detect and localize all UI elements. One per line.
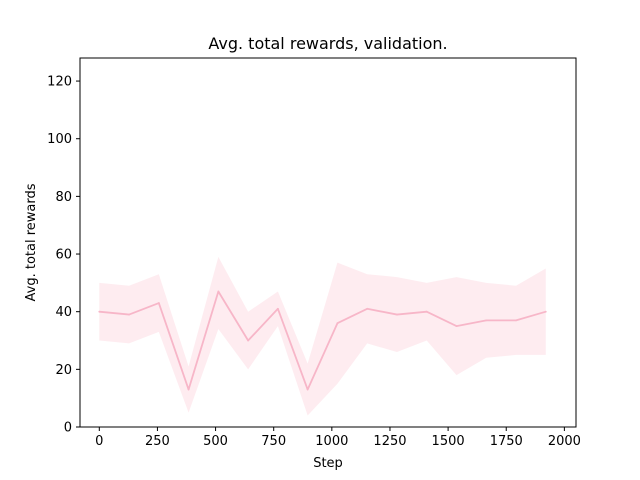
data-point: [544, 310, 547, 313]
y-tick-label: 80: [55, 190, 72, 205]
data-point: [128, 313, 130, 316]
chart-title: Avg. total rewards, validation.: [208, 34, 447, 53]
y-tick-label: 0: [64, 421, 72, 436]
data-point: [247, 339, 250, 342]
data-point: [98, 310, 101, 313]
data-point: [336, 322, 339, 325]
y-tick-label: 20: [55, 363, 72, 378]
x-tick-label: 1000: [315, 434, 348, 449]
x-tick-label: 1500: [432, 434, 465, 449]
y-tick-label: 100: [47, 132, 72, 147]
data-point: [515, 319, 517, 322]
x-axis: 0 250 500 750 1000 1250 1500 1750 2000: [95, 427, 581, 449]
y-axis-label: Avg. total rewards: [24, 183, 39, 301]
data-point: [485, 319, 488, 322]
data-point: [306, 388, 309, 391]
data-point: [455, 325, 458, 327]
data-point: [425, 310, 428, 313]
plot-area: [98, 256, 547, 416]
x-axis-label: Step: [313, 456, 343, 471]
data-point: [157, 302, 160, 304]
x-tick-label: 1250: [373, 434, 406, 449]
y-axis: 0 20 40 60 80 100 120: [47, 75, 80, 436]
x-tick-label: 0: [95, 434, 103, 449]
x-tick-label: 2000: [548, 434, 581, 449]
data-point: [187, 388, 190, 391]
series-line-0: [99, 290, 547, 391]
y-tick-label: 40: [55, 305, 72, 320]
x-tick-label: 500: [203, 434, 228, 449]
data-point: [396, 313, 398, 316]
x-tick-label: 1750: [490, 434, 523, 449]
y-tick-label: 120: [47, 75, 72, 90]
x-tick-label: 250: [145, 434, 170, 449]
data-point: [276, 307, 279, 310]
x-tick-label: 750: [261, 434, 286, 449]
data-point: [366, 307, 369, 310]
data-point: [217, 290, 220, 293]
confidence-band-0: [99, 256, 546, 416]
y-tick-label: 60: [55, 248, 72, 263]
plot-frame: [79, 57, 577, 428]
